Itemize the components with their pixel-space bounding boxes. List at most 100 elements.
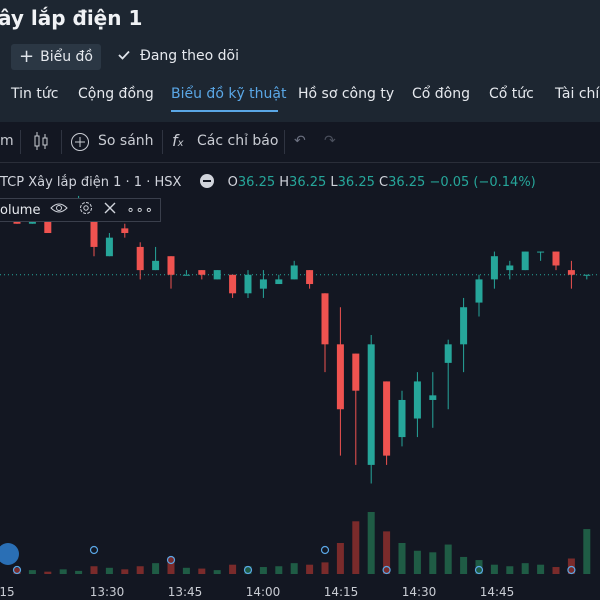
candle-body: [398, 399, 406, 438]
volume-bar: [213, 570, 221, 574]
volume-bar: [198, 568, 206, 574]
chart-area[interactable]: m So sánh fx Các chỉ báo ↶ ↷ 15 13:30 13:4…: [0, 122, 600, 600]
volume-bar: [413, 550, 421, 574]
candle-body: [275, 279, 283, 285]
high-label: H: [279, 175, 290, 190]
event-marker: [382, 565, 391, 575]
undo-icon[interactable]: ↶: [294, 133, 306, 149]
low-value: 36.25: [337, 175, 375, 190]
toolbar-divider: [20, 130, 21, 154]
volume-bar: [552, 567, 560, 574]
candle-body: [244, 274, 252, 294]
candle-body: [44, 219, 52, 234]
volume-label: olume: [0, 202, 41, 218]
candle-body: [136, 246, 144, 271]
toolbar-divider: [284, 130, 285, 154]
change-value: −0.05 (−0.14%): [429, 175, 536, 190]
interval-selector[interactable]: m: [0, 133, 14, 149]
follow-label: Đang theo dõi: [140, 48, 239, 64]
tab-shareholders[interactable]: Cổ đông: [412, 86, 471, 102]
event-marker: [320, 545, 330, 555]
volume-bar: [367, 512, 375, 574]
tab-dividends[interactable]: Cổ tức: [489, 86, 534, 102]
tab-financials[interactable]: Tài chí: [555, 86, 600, 102]
indicators-icon[interactable]: fx: [172, 131, 184, 150]
volume-bar: [460, 556, 468, 574]
volume-bar: [167, 556, 175, 574]
more-icon[interactable]: ∘∘∘: [126, 202, 154, 218]
candle-body: [290, 265, 298, 280]
close-label: C: [379, 175, 389, 190]
symbol-name: TCP Xây lắp điện 1 · 1 · HSX: [0, 175, 182, 190]
time-axis-label: 14:30: [402, 585, 437, 599]
page-header: ây lắp điện 1 + Biểu đồ Đang theo dõi Ti…: [0, 0, 600, 122]
follow-button[interactable]: Đang theo dõi: [118, 48, 239, 64]
volume-bar: [321, 562, 329, 574]
toolbar-divider: [61, 130, 62, 154]
price-chart[interactable]: 15 13:30 13:45 14:00 14:15 14:30 14:45: [0, 122, 600, 600]
low-label: L: [330, 175, 338, 190]
section-tabs: Tin tức Cộng đồng Biểu đồ kỹ thuật Hồ sơ…: [0, 86, 600, 112]
chart-toolbar: m So sánh fx Các chỉ báo ↶ ↷: [0, 122, 600, 163]
candle-body: [521, 251, 529, 271]
volume-bar: [398, 543, 406, 574]
candle-body: [198, 270, 206, 275]
volume-bar: [336, 543, 344, 574]
active-tab-indicator: [171, 110, 278, 112]
candle-body: [537, 251, 545, 253]
candle-body: [336, 344, 344, 410]
event-marker: [474, 565, 484, 575]
broker-badge-icon: [0, 543, 19, 565]
volume-bar: [182, 567, 190, 574]
volume-bar: [506, 566, 514, 574]
volume-bar: [383, 531, 391, 574]
candle-body: [213, 270, 221, 280]
open-value: 36.25: [237, 175, 276, 190]
candle-body: [460, 307, 468, 345]
indicators-button[interactable]: Các chỉ báo: [197, 133, 279, 149]
candle-body: [383, 381, 391, 456]
candlestick-icon[interactable]: [32, 131, 50, 155]
volume-bar: [75, 570, 83, 574]
close-icon[interactable]: [104, 202, 116, 218]
ohlc-legend: TCP Xây lắp điện 1 · 1 · HSX O36.25 H36.…: [0, 174, 536, 190]
volume-bar: [152, 563, 160, 574]
add-chart-button[interactable]: + Biểu đồ: [11, 44, 101, 70]
settings-icon[interactable]: [78, 200, 94, 220]
volume-bar: [444, 544, 452, 574]
tab-technical-chart[interactable]: Biểu đồ kỹ thuật: [171, 86, 287, 102]
toolbar-divider: [162, 130, 163, 154]
tab-community[interactable]: Cộng đồng: [78, 86, 154, 102]
candle-body: [182, 274, 190, 276]
volume-bar: [306, 564, 314, 574]
time-axis-label: 14:45: [480, 585, 515, 599]
time-axis-label: 14:15: [324, 585, 359, 599]
tab-news[interactable]: Tin tức: [11, 86, 59, 102]
event-marker: [567, 565, 576, 575]
volume-bar: [275, 566, 283, 574]
candle-body: [321, 293, 329, 345]
candle-body: [475, 279, 483, 303]
candle-body: [105, 237, 113, 257]
time-axis-label: 15: [0, 585, 15, 599]
high-value: 36.25: [289, 175, 327, 190]
redo-icon[interactable]: ↷: [324, 133, 336, 149]
compare-button[interactable]: So sánh: [98, 133, 154, 149]
candle-body: [121, 228, 129, 234]
plus-icon: +: [19, 46, 35, 67]
compare-icon[interactable]: [70, 132, 90, 156]
hide-series-icon[interactable]: [199, 174, 214, 188]
time-axis-label: 13:45: [168, 585, 203, 599]
volume-bar: [521, 563, 529, 574]
volume-bar: [244, 566, 252, 574]
volume-bar: [429, 552, 437, 574]
event-marker: [243, 565, 253, 575]
volume-bar: [44, 571, 52, 574]
candle-body: [90, 219, 98, 247]
eye-icon[interactable]: [50, 202, 69, 218]
volume-bar: [13, 567, 21, 574]
volume-bar: [290, 563, 298, 574]
candle-body: [152, 260, 160, 271]
volume-bar: [229, 564, 237, 574]
tab-company-profile[interactable]: Hồ sơ công ty: [298, 86, 395, 102]
